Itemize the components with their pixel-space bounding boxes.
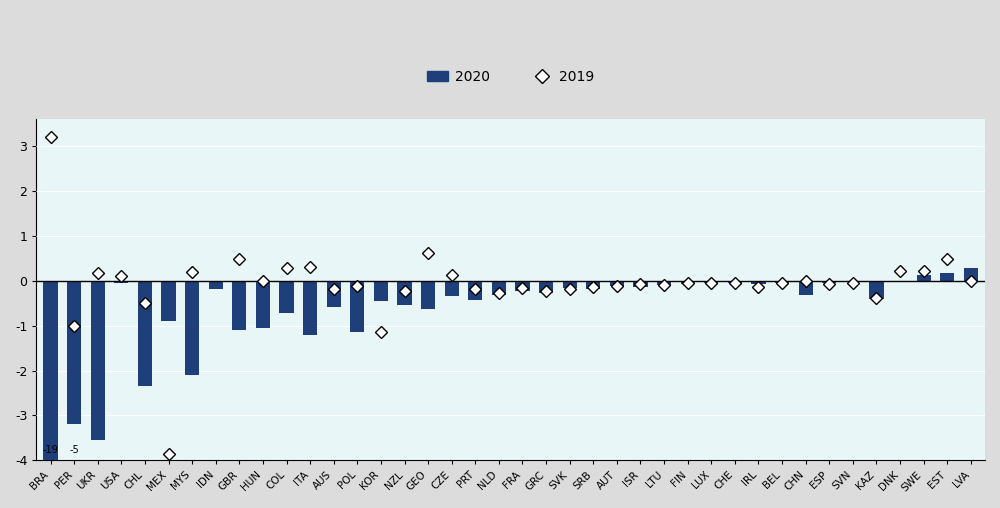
Bar: [43, 281, 58, 508]
Bar: [161, 281, 176, 321]
Bar: [539, 281, 553, 293]
Bar: [940, 273, 954, 281]
Bar: [67, 281, 81, 425]
Bar: [209, 281, 223, 289]
Bar: [185, 281, 199, 375]
Bar: [232, 281, 246, 330]
Text: -5: -5: [69, 445, 79, 455]
Bar: [374, 281, 388, 301]
Bar: [138, 281, 152, 386]
Bar: [350, 281, 364, 332]
Bar: [492, 281, 506, 295]
Bar: [563, 281, 577, 288]
Bar: [846, 281, 860, 282]
Bar: [633, 281, 648, 287]
Bar: [445, 281, 459, 296]
Bar: [610, 281, 624, 286]
Bar: [515, 281, 530, 291]
Bar: [751, 281, 766, 284]
Bar: [704, 281, 718, 283]
Bar: [397, 281, 412, 305]
Bar: [586, 281, 600, 289]
Bar: [421, 281, 435, 308]
Bar: [91, 281, 105, 440]
Bar: [468, 281, 482, 300]
Bar: [657, 281, 671, 285]
Text: -19: -19: [43, 445, 58, 455]
Bar: [256, 281, 270, 328]
Bar: [327, 281, 341, 307]
Bar: [822, 281, 836, 282]
Bar: [303, 281, 317, 335]
Bar: [681, 281, 695, 284]
Bar: [869, 281, 884, 299]
Bar: [279, 281, 294, 313]
Bar: [728, 281, 742, 283]
Bar: [917, 275, 931, 281]
Bar: [799, 281, 813, 295]
Bar: [114, 281, 128, 283]
Bar: [775, 281, 789, 283]
Bar: [964, 268, 978, 281]
Legend: 2020, 2019: 2020, 2019: [421, 65, 600, 90]
